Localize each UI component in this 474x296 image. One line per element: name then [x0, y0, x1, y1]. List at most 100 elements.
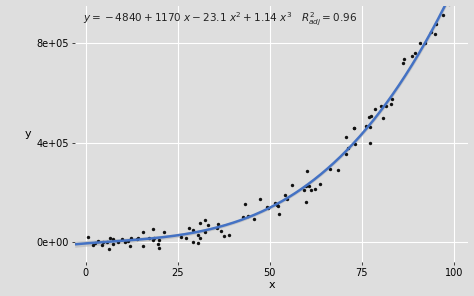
Point	[126, 244, 134, 249]
Point	[401, 57, 408, 61]
Point	[220, 234, 228, 238]
Point	[185, 226, 193, 230]
Point	[160, 230, 168, 234]
Point	[91, 240, 99, 245]
X-axis label: x: x	[268, 280, 275, 290]
Point	[217, 229, 224, 233]
Point	[289, 183, 296, 188]
Point	[377, 104, 385, 108]
Point	[366, 125, 374, 129]
Point	[411, 51, 419, 56]
Point	[154, 242, 162, 247]
Point	[177, 234, 185, 239]
Point	[367, 114, 375, 119]
Point	[387, 102, 394, 106]
Point	[271, 201, 279, 205]
Point	[421, 41, 429, 46]
Point	[90, 242, 97, 247]
Point	[264, 205, 271, 210]
Point	[109, 242, 117, 246]
Point	[343, 151, 350, 156]
Point	[275, 211, 283, 216]
Point	[103, 239, 111, 244]
Point	[99, 240, 107, 244]
Y-axis label: y: y	[25, 129, 31, 139]
Text: $y=-4840+1170\ x-23.1\ x^2+1.14\ x^3$   $R^2_{adj}=0.96$: $y=-4840+1170\ x-23.1\ x^2+1.14\ x^3$ $R…	[82, 11, 357, 28]
Point	[155, 237, 163, 242]
Point	[317, 181, 324, 186]
Point	[106, 235, 113, 240]
Point	[182, 236, 190, 240]
Point	[250, 216, 257, 221]
Point	[282, 193, 289, 198]
Point	[300, 188, 308, 193]
Point	[214, 221, 221, 226]
Point	[139, 243, 147, 248]
Point	[351, 141, 359, 146]
Point	[194, 241, 201, 245]
Point	[428, 30, 435, 35]
Point	[366, 141, 374, 145]
Point	[196, 236, 204, 240]
Point	[306, 184, 313, 189]
Point	[125, 239, 132, 244]
Point	[225, 233, 233, 238]
Point	[139, 230, 147, 234]
Point	[145, 236, 152, 240]
Point	[445, 2, 453, 7]
Point	[118, 237, 126, 241]
Point	[197, 221, 204, 226]
Point	[134, 236, 141, 241]
Point	[274, 203, 282, 208]
Point	[239, 214, 247, 219]
Point	[155, 246, 163, 250]
Point	[307, 187, 315, 192]
Point	[350, 125, 358, 130]
Point	[95, 239, 102, 243]
Point	[382, 104, 390, 108]
Point	[409, 54, 416, 59]
Point	[371, 107, 378, 111]
Point	[150, 236, 157, 241]
Point	[264, 205, 272, 210]
Point	[273, 202, 281, 207]
Point	[213, 226, 221, 231]
Point	[244, 213, 252, 218]
Point	[362, 124, 370, 128]
Point	[149, 238, 156, 242]
Point	[345, 145, 352, 150]
Point	[400, 61, 407, 66]
Point	[133, 237, 141, 242]
Point	[417, 40, 424, 45]
Point	[311, 187, 319, 192]
Point	[202, 230, 210, 234]
Point	[431, 31, 439, 36]
Point	[302, 184, 310, 189]
Point	[115, 239, 122, 244]
Point	[122, 239, 129, 244]
Point	[342, 134, 350, 139]
Point	[388, 96, 396, 101]
Point	[204, 223, 211, 227]
Point	[256, 197, 264, 202]
Point	[149, 227, 157, 231]
Point	[334, 168, 341, 173]
Point	[303, 168, 311, 173]
Point	[350, 126, 358, 131]
Point	[201, 218, 209, 223]
Point	[432, 22, 439, 27]
Point	[127, 236, 135, 240]
Point	[302, 200, 310, 204]
Point	[190, 228, 197, 232]
Point	[365, 115, 373, 120]
Point	[109, 237, 117, 242]
Point	[84, 234, 91, 239]
Point	[189, 239, 197, 244]
Point	[283, 197, 291, 201]
Point	[380, 115, 387, 120]
Point	[194, 233, 201, 238]
Point	[105, 246, 113, 251]
Point	[439, 12, 447, 17]
Point	[326, 167, 333, 172]
Point	[439, 0, 447, 1]
